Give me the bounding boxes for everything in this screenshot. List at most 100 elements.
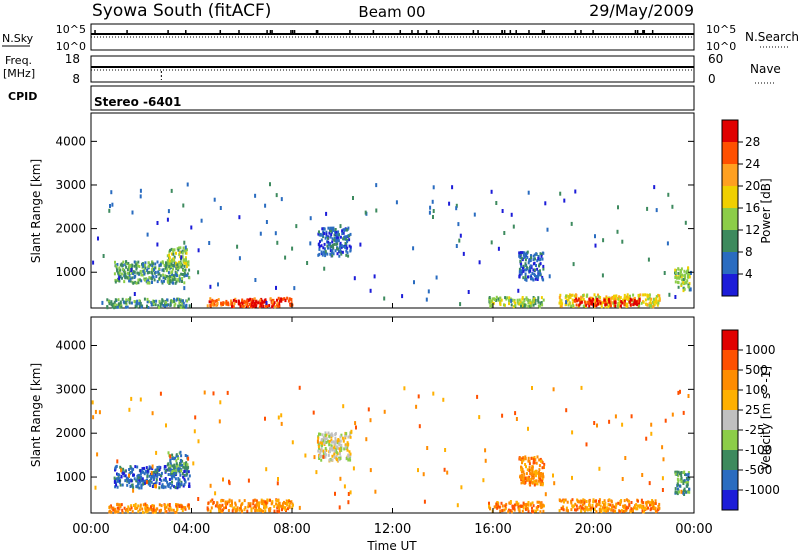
range-cell <box>602 506 605 510</box>
range-cell <box>153 470 155 474</box>
range-cell <box>238 508 241 512</box>
range-cell <box>503 508 506 512</box>
x-tick-label: 04:00 <box>173 522 210 537</box>
range-cell <box>236 244 239 249</box>
cpid-stereo-value: Stereo -6401 <box>94 95 181 109</box>
range-cell <box>159 477 161 481</box>
range-cell <box>254 193 257 198</box>
range-cell <box>133 300 136 303</box>
range-cell <box>317 242 320 246</box>
range-cell <box>338 442 341 446</box>
range-cell <box>184 256 187 260</box>
freq-panel <box>90 55 695 83</box>
range-cell <box>184 249 186 253</box>
range-cell <box>343 447 346 451</box>
range-cell <box>118 276 121 281</box>
range-cell <box>682 278 685 281</box>
velocity-colorbar-label: Velocity [m s^-1] <box>759 366 773 470</box>
range-cell <box>125 262 128 266</box>
range-cell <box>181 280 183 283</box>
range-cell <box>146 304 148 308</box>
range-cell <box>511 504 514 508</box>
range-cell <box>185 257 187 261</box>
range-cell <box>151 280 153 284</box>
range-cell <box>540 506 543 510</box>
range-cell <box>130 396 133 401</box>
range-cell <box>491 297 494 301</box>
range-cell <box>527 459 530 463</box>
range-cell <box>141 273 144 277</box>
range-cell <box>330 446 333 450</box>
range-cell <box>118 506 120 510</box>
range-cell <box>250 305 252 309</box>
range-cell <box>138 473 141 477</box>
range-cell <box>281 502 284 506</box>
range-cell <box>109 505 111 509</box>
range-cell <box>503 231 506 235</box>
range-cell <box>346 456 348 460</box>
range-cell <box>638 299 641 303</box>
range-cell <box>347 442 350 446</box>
range-cell <box>128 473 130 478</box>
range-cell <box>344 246 347 250</box>
range-cell <box>533 480 536 483</box>
range-cell <box>327 431 330 435</box>
range-cell <box>124 276 127 280</box>
range-cell <box>151 464 154 469</box>
range-cell <box>146 510 149 514</box>
range-cell <box>180 507 183 510</box>
range-cell <box>490 189 493 194</box>
range-cell <box>246 509 249 513</box>
range-cell <box>325 437 328 441</box>
range-cell <box>588 298 591 302</box>
range-cell <box>478 260 481 265</box>
range-cell <box>610 300 613 304</box>
range-cell <box>542 509 545 513</box>
range-cell <box>338 233 340 237</box>
range-cell <box>127 262 130 265</box>
range-cell <box>261 502 264 505</box>
range-cell <box>594 295 597 299</box>
range-cell <box>259 298 262 302</box>
range-cell <box>638 303 641 307</box>
range-cell <box>275 499 278 502</box>
range-cell <box>330 233 333 237</box>
range-cell <box>325 440 328 444</box>
range-cell <box>536 507 539 511</box>
range-cell <box>624 456 627 460</box>
range-cell <box>110 300 113 304</box>
range-cell <box>176 483 179 487</box>
range-cell <box>324 450 327 454</box>
range-cell <box>120 272 123 276</box>
range-cell <box>626 293 629 297</box>
range-cell <box>575 504 578 508</box>
range-cell <box>188 304 191 308</box>
range-cell <box>317 445 320 449</box>
range-cell <box>273 509 276 513</box>
range-cell <box>155 484 157 489</box>
station-title: Syowa South (fitACF) <box>92 1 271 21</box>
range-cell <box>519 300 522 304</box>
range-cell <box>132 473 135 477</box>
range-cell <box>593 303 596 307</box>
range-cell <box>655 208 658 213</box>
range-cell <box>136 264 139 267</box>
range-cell <box>346 251 349 255</box>
range-cell <box>540 472 542 475</box>
range-cell <box>265 304 268 308</box>
range-cell <box>417 468 419 473</box>
range-cell <box>613 301 616 305</box>
range-cell <box>338 452 341 456</box>
range-cell <box>176 508 179 512</box>
range-cell <box>275 285 277 290</box>
range-cell <box>188 506 191 510</box>
nsky-trace <box>91 30 694 38</box>
range-cell <box>319 432 322 436</box>
range-cell <box>170 252 173 256</box>
range-cell <box>129 263 132 267</box>
range-cell <box>683 479 686 483</box>
range-cell <box>232 305 235 309</box>
range-cell <box>177 304 180 308</box>
range-cell <box>126 483 129 487</box>
range-cell <box>592 500 595 504</box>
